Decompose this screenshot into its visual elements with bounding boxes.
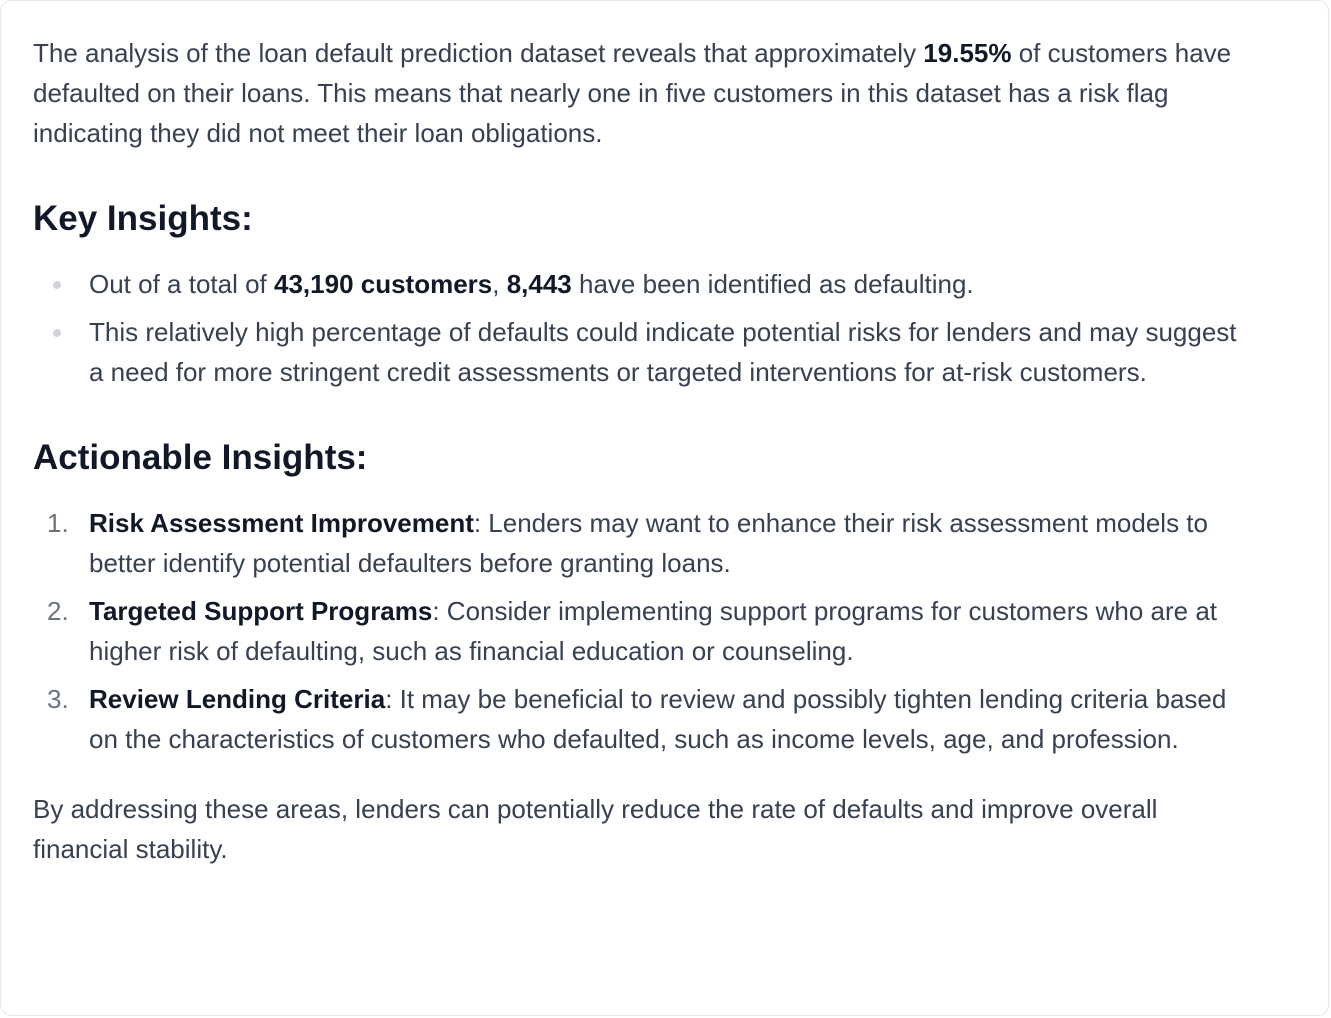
list-item: 1. Risk Assessment Improvement: Lenders … [33, 503, 1243, 583]
bullet-icon [53, 281, 61, 289]
default-rate-highlight: 19.55% [923, 38, 1012, 68]
list-number: 2. [47, 596, 69, 626]
item-text: : It may be beneficial to review and pos… [89, 684, 1227, 754]
key-insights-heading: Key Insights: [33, 199, 253, 238]
message-content: The analysis of the loan default predict… [33, 33, 1243, 869]
list-item: 3. Review Lending Criteria: It may be be… [33, 679, 1243, 759]
item-text: Out of a total of [89, 269, 274, 299]
intro-text-before: The analysis of the loan default predict… [33, 38, 924, 68]
item-separator: , [492, 269, 507, 299]
list-item: This relatively high percentage of defau… [33, 312, 1243, 392]
item-text: : Consider implementing support programs… [89, 596, 1218, 666]
total-customers: 43,190 customers [274, 269, 493, 299]
item-text: This relatively high percentage of defau… [89, 317, 1237, 387]
list-number: 3. [47, 684, 69, 714]
item-title: Targeted Support Programs [89, 596, 433, 626]
intro-text-after: of customers have defaulted on their loa… [33, 38, 1232, 148]
key-insights-list: Out of a total of 43,190 customers, 8,44… [33, 264, 1243, 392]
item-text: : Lenders may want to enhance their risk… [89, 508, 1208, 578]
intro-paragraph: The analysis of the loan default predict… [33, 33, 1243, 153]
item-text: have been identified as defaulting. [571, 269, 974, 299]
list-item: 2. Targeted Support Programs: Consider i… [33, 591, 1243, 671]
item-title: Review Lending Criteria [89, 684, 386, 714]
item-title: Risk Assessment Improvement [89, 508, 474, 538]
actionable-insights-heading: Actionable Insights: [33, 438, 368, 477]
list-item: Out of a total of 43,190 customers, 8,44… [33, 264, 1243, 304]
list-number: 1. [47, 508, 69, 538]
closing-paragraph: By addressing these areas, lenders can p… [33, 794, 1158, 864]
bullet-icon [53, 329, 61, 337]
defaulting-count: 8,443 [506, 269, 572, 299]
actionable-insights-list: 1. Risk Assessment Improvement: Lenders … [33, 503, 1243, 759]
